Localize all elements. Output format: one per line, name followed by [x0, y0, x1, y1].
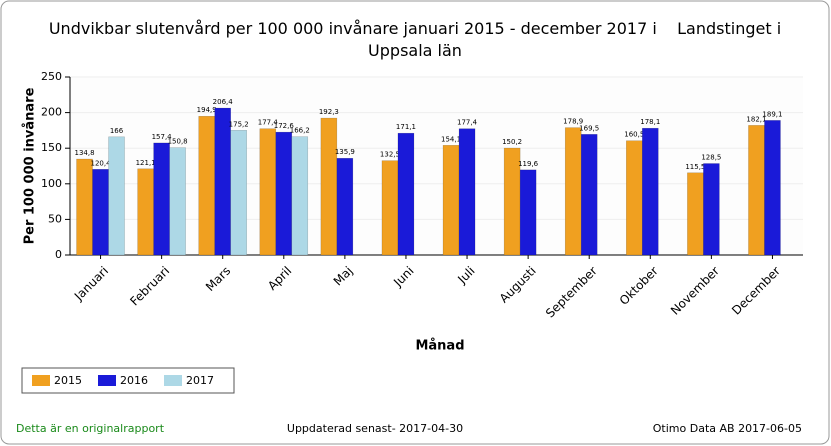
- data-label: 157,4: [152, 133, 173, 141]
- y-tick-label: 50: [48, 212, 62, 225]
- data-label: 206,4: [213, 98, 234, 106]
- y-tick-label: 150: [41, 141, 62, 154]
- bar: [153, 142, 170, 256]
- legend-swatch: [98, 375, 116, 386]
- y-tick-label: 250: [41, 70, 62, 83]
- bar: [703, 163, 720, 256]
- bar: [397, 132, 415, 256]
- x-axis-label: Månad: [415, 339, 464, 354]
- bar: [76, 158, 93, 256]
- plot-area: [70, 77, 803, 255]
- bar: [642, 127, 659, 256]
- data-label: 150,8: [168, 138, 188, 146]
- bar: [336, 157, 354, 256]
- data-label: 135,9: [335, 148, 355, 156]
- legend-label: 2017: [186, 374, 214, 387]
- data-label: 160,5: [624, 131, 644, 139]
- data-label: 177,4: [258, 119, 279, 127]
- data-label: 121,1: [136, 159, 156, 167]
- bar: [92, 169, 109, 256]
- y-axis-label: Per 100 000 invånare: [23, 87, 38, 244]
- bar: [748, 125, 765, 256]
- data-label: 128,5: [701, 154, 721, 162]
- bar: [764, 120, 781, 256]
- legend-swatch: [32, 375, 50, 386]
- data-label: 175,2: [229, 120, 249, 128]
- bar: [214, 107, 231, 256]
- data-label: 166: [110, 127, 124, 135]
- data-label: 115,5: [685, 163, 705, 171]
- data-label: 178,9: [563, 118, 583, 126]
- data-label: 182,1: [746, 115, 766, 123]
- y-tick-label: 200: [41, 106, 62, 119]
- bar: [198, 115, 215, 256]
- bar: [291, 136, 309, 256]
- bar: [108, 136, 125, 256]
- data-label: 194,9: [197, 106, 217, 114]
- data-label: 169,5: [579, 124, 599, 132]
- data-label: 171,1: [396, 123, 416, 131]
- data-label: 177,4: [457, 119, 478, 127]
- data-label: 166,2: [290, 127, 310, 135]
- bar: [230, 130, 247, 256]
- legend-label: 2016: [120, 374, 148, 387]
- data-label: 132,5: [380, 151, 400, 159]
- legend-box: [21, 367, 235, 394]
- data-label: 134,8: [75, 149, 95, 157]
- bar: [275, 131, 293, 256]
- y-tick-label: 0: [55, 248, 62, 261]
- data-label: 178,1: [640, 118, 660, 126]
- legend-label: 2015: [54, 374, 82, 387]
- data-label: 189,1: [762, 110, 782, 118]
- data-label: 172,6: [274, 122, 295, 130]
- data-label: 119,6: [518, 160, 539, 168]
- footer-left: Detta är en originalrapport: [16, 422, 165, 435]
- bar: [564, 127, 582, 256]
- footer-right: Otimo Data AB 2017-06-05: [653, 422, 802, 435]
- footer-center: Uppdaterad senast- 2017-04-30: [287, 422, 463, 435]
- chart-title: Undvikbar slutenvård per 100 000 invånar…: [48, 19, 787, 60]
- bar: [687, 172, 704, 256]
- bar: [442, 145, 460, 256]
- bar: [259, 128, 277, 256]
- bar: [320, 117, 338, 256]
- bar: [381, 160, 399, 256]
- data-label: 192,3: [319, 108, 339, 116]
- bar: [580, 134, 598, 256]
- bar: [626, 140, 643, 256]
- data-label: 154,1: [441, 135, 461, 143]
- y-tick-label: 100: [41, 177, 62, 190]
- data-label: 150,2: [502, 138, 522, 146]
- bar: [169, 147, 186, 256]
- bar: [137, 168, 154, 256]
- bar: [458, 128, 476, 256]
- data-label: 120,4: [91, 159, 112, 167]
- bar: [519, 169, 537, 256]
- legend-swatch: [164, 375, 182, 386]
